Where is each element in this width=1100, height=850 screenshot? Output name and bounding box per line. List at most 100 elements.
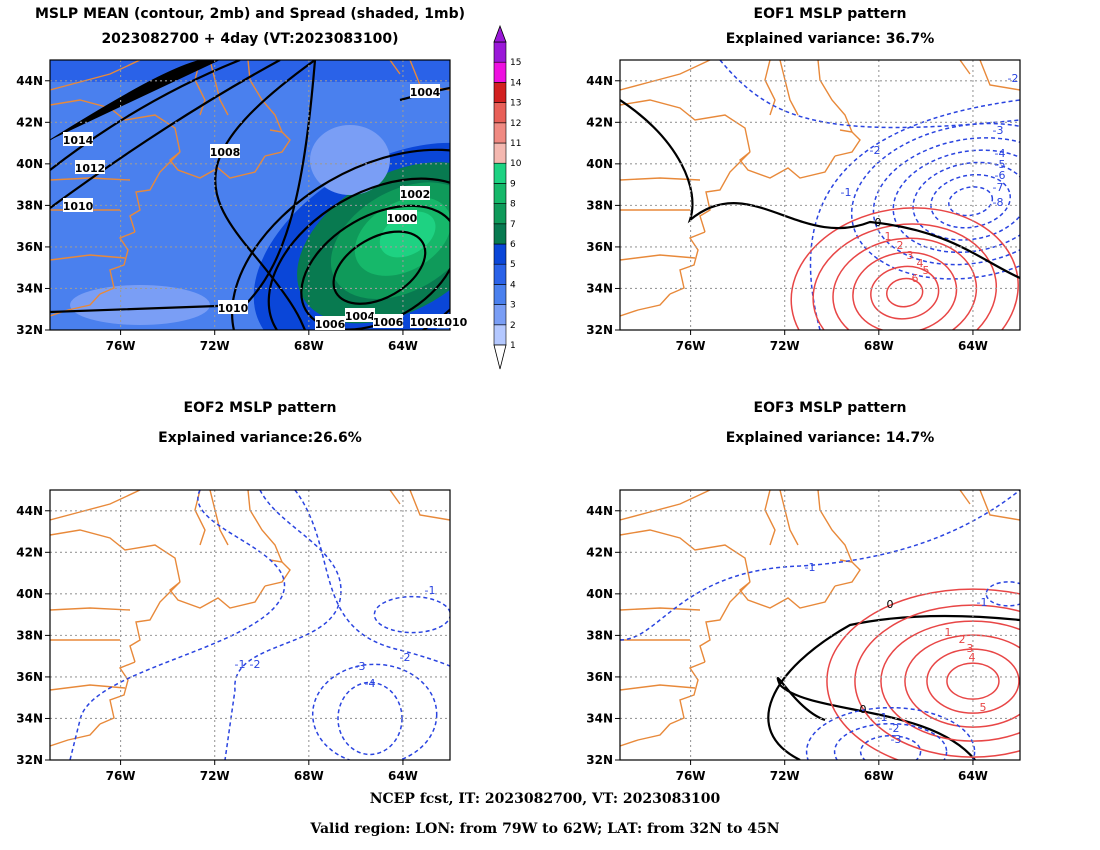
contour-label-box bbox=[315, 316, 345, 330]
eof1-neg-contour bbox=[892, 149, 1020, 254]
colorbar-label: 12 bbox=[510, 119, 521, 129]
colorbar-label: 6 bbox=[510, 240, 516, 250]
colorbar-cell bbox=[493, 243, 507, 265]
contour-label: 0 bbox=[860, 703, 867, 716]
contour-label: -3 bbox=[891, 733, 902, 746]
contour-label: 2 bbox=[959, 633, 966, 646]
x-tick-label: 68W bbox=[864, 769, 894, 783]
coastline bbox=[50, 60, 141, 91]
contour-label: -2 bbox=[870, 144, 881, 157]
y-tick-label: 34N bbox=[16, 281, 43, 295]
mean-contour-1014 bbox=[50, 60, 220, 141]
contour-label: 1006 bbox=[373, 316, 404, 329]
y-tick-label: 40N bbox=[16, 157, 43, 171]
x-tick-label: 72W bbox=[770, 339, 800, 353]
eof3-neg-contour bbox=[833, 722, 948, 760]
contour-label: 0 bbox=[875, 216, 882, 229]
contour-label: -7 bbox=[993, 181, 1004, 194]
coastline bbox=[50, 684, 126, 691]
x-tick-label: 72W bbox=[200, 769, 230, 783]
coastline bbox=[834, 129, 861, 157]
x-tick-label: 64W bbox=[958, 769, 988, 783]
y-tick-label: 42N bbox=[16, 115, 43, 129]
contour-label: -2 bbox=[400, 651, 411, 664]
eof1-pos-contour bbox=[886, 277, 924, 308]
contour-label-box bbox=[210, 144, 240, 158]
contour-label: -2 bbox=[1008, 72, 1019, 85]
mean-contour bbox=[50, 60, 241, 171]
y-tick-label: 38N bbox=[16, 198, 43, 212]
eof2-neg-contour bbox=[311, 663, 438, 760]
eof3-neg-contour bbox=[985, 581, 1020, 607]
coastline bbox=[50, 607, 131, 611]
coastline bbox=[739, 151, 836, 179]
coastline bbox=[209, 490, 229, 546]
contour-label: -5 bbox=[995, 158, 1006, 171]
spread-band-low bbox=[310, 125, 390, 195]
coastline bbox=[129, 581, 181, 663]
coastline bbox=[389, 60, 401, 75]
eof3-neg-contour bbox=[805, 706, 976, 760]
footer-line-2: Valid region: LON: from 79W to 62W; LAT:… bbox=[309, 821, 779, 837]
plot-area bbox=[50, 490, 450, 760]
contour-label: -8 bbox=[993, 196, 1004, 209]
y-tick-label: 42N bbox=[586, 115, 613, 129]
contour-label: 4 bbox=[969, 651, 976, 664]
eof2-neg-contour bbox=[294, 490, 450, 667]
coastline bbox=[834, 559, 861, 587]
coastline bbox=[620, 684, 696, 691]
x-tick-label: 76W bbox=[106, 339, 136, 353]
contour-label: 1 bbox=[945, 626, 952, 639]
contour-label: -4 bbox=[365, 677, 376, 690]
y-tick-label: 36N bbox=[16, 240, 43, 254]
mean-contour bbox=[50, 60, 281, 209]
colorbar-cell bbox=[493, 183, 507, 204]
coastline bbox=[409, 490, 450, 521]
eof1-neg-contour bbox=[930, 173, 1011, 229]
coastline bbox=[50, 99, 181, 153]
eof1-neg-contour bbox=[850, 122, 1020, 280]
coastline bbox=[779, 490, 799, 546]
coastline bbox=[699, 151, 751, 233]
y-tick-label: 40N bbox=[586, 157, 613, 171]
spread-fill-top bbox=[50, 60, 450, 82]
contour-label: -2 bbox=[889, 722, 900, 735]
contour-label: 1010 bbox=[63, 200, 94, 213]
y-tick-label: 34N bbox=[586, 711, 613, 725]
contour-label-box bbox=[410, 84, 440, 98]
contour-label: 3 bbox=[907, 249, 914, 262]
eof1-neg-contour bbox=[719, 60, 1020, 129]
contour-label: -1 bbox=[805, 561, 816, 574]
contour-label: 6 bbox=[912, 272, 919, 285]
y-tick-label: 36N bbox=[586, 240, 613, 254]
y-tick-label: 36N bbox=[16, 670, 43, 684]
mean-contour bbox=[267, 177, 450, 330]
panel-title: EOF2 MSLP pattern bbox=[184, 400, 337, 416]
contour-label: 1004 bbox=[345, 310, 376, 323]
eof1-pos-contour bbox=[790, 207, 1019, 330]
contour-label: 2 bbox=[897, 239, 904, 252]
coastline bbox=[959, 60, 971, 75]
coastline bbox=[979, 60, 1020, 91]
x-tick-label: 68W bbox=[294, 339, 324, 353]
eof1-pos-contour bbox=[870, 265, 940, 320]
mean-contour bbox=[300, 204, 450, 330]
coastline bbox=[669, 661, 706, 725]
colorbar-cell bbox=[493, 223, 507, 245]
panel-title: MSLP MEAN (contour, 2mb) and Spread (sha… bbox=[35, 6, 465, 22]
contour-label: 1 bbox=[885, 230, 892, 243]
y-tick-label: 32N bbox=[16, 323, 43, 337]
plot-frame bbox=[619, 489, 1021, 761]
contour-label: -1 bbox=[425, 584, 436, 597]
y-tick-label: 38N bbox=[586, 198, 613, 212]
colorbar-cell bbox=[493, 203, 507, 225]
coastline bbox=[264, 129, 291, 157]
coastline bbox=[620, 254, 696, 261]
y-tick-label: 42N bbox=[586, 545, 613, 559]
coastline bbox=[620, 60, 711, 91]
colorbar-cell bbox=[493, 284, 507, 305]
plot-area bbox=[620, 60, 1020, 330]
contour-label: 5 bbox=[980, 701, 987, 714]
contour-label-box bbox=[75, 160, 105, 174]
eof3-neg-contour bbox=[620, 490, 1020, 641]
